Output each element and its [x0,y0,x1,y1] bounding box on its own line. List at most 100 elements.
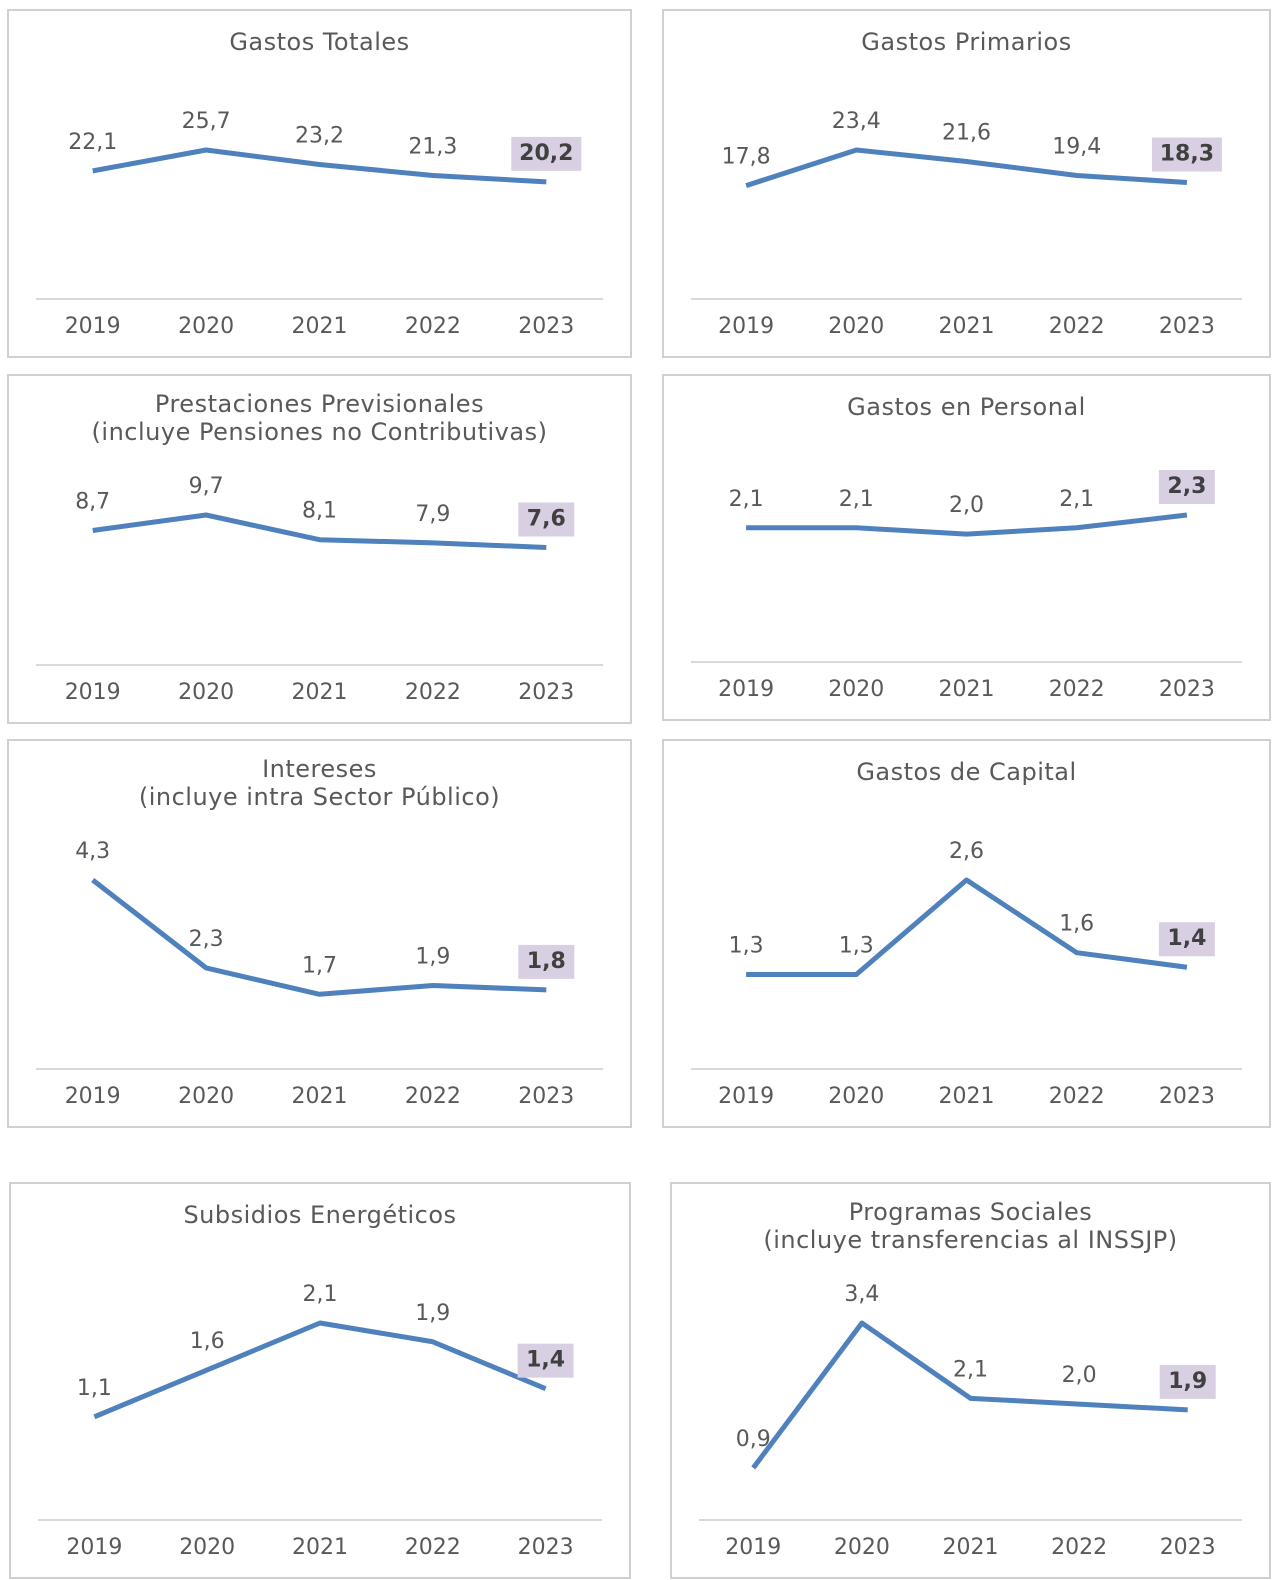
x-tick-label: 2020 [179,1535,235,1560]
data-label: 20,2 [519,141,573,166]
highlight-box [1158,922,1215,957]
x-tick-label: 2021 [292,1535,348,1560]
line [751,1320,1188,1470]
panel [7,739,632,1128]
line [92,512,547,550]
x-tick-label: 2019 [65,314,121,339]
x-tick-label: 2023 [518,680,574,705]
highlight-box [517,1343,574,1378]
data-label: 1,9 [415,944,450,969]
data-label: 2,1 [953,1357,988,1382]
chart-subtitle: (incluye intra Sector Público) [139,783,500,811]
data-label: 1,8 [527,949,566,974]
data-label: 2,6 [949,839,984,864]
data-label: 4,3 [75,839,110,864]
x-tick-label: 2022 [1051,1535,1107,1560]
data-label: 25,7 [182,109,231,134]
x-tick-label: 2020 [828,1084,884,1109]
x-tick-label: 2019 [718,1084,774,1109]
x-tick-label: 2020 [178,314,234,339]
x-tick-label: 2023 [1159,314,1215,339]
data-label: 2,0 [1062,1363,1097,1388]
line [91,878,547,997]
data-label: 1,4 [1167,926,1206,951]
data-label: 22,1 [68,130,117,155]
highlight-box [518,944,575,979]
x-tick-label: 2019 [718,314,774,339]
data-label: 1,1 [77,1376,112,1401]
highlight-box [1159,1364,1216,1399]
data-label: 2,1 [729,487,764,512]
line [93,1320,547,1420]
x-tick-label: 2021 [939,1084,995,1109]
x-tick-label: 2020 [834,1535,890,1560]
data-label: 21,3 [408,135,457,160]
panel [662,374,1271,721]
chart-title: Gastos Totales [229,28,409,56]
data-label: 7,6 [527,506,566,531]
data-label: 1,3 [839,934,874,959]
data-label: 0,9 [736,1427,771,1452]
panel [9,1182,631,1579]
line [746,512,1188,537]
x-tick-label: 2021 [292,680,348,705]
line [746,877,1188,977]
data-label: 23,2 [295,123,344,148]
chart-title: Programas Sociales [849,1198,1093,1226]
data-label: 8,1 [302,499,337,524]
x-tick-label: 2021 [943,1535,999,1560]
chart-subtitle: (incluye transferencias al INSSJP) [763,1226,1177,1254]
x-tick-label: 2022 [405,1535,461,1560]
highlight-box [511,136,582,171]
chart-title: Gastos Primarios [861,28,1071,56]
x-tick-label: 2023 [1160,1535,1216,1560]
data-label: 2,1 [303,1282,338,1307]
x-tick-label: 2023 [518,1084,574,1109]
highlight-box [1151,137,1222,172]
line [745,147,1188,189]
x-tick-label: 2019 [65,1084,121,1109]
data-label: 2,1 [839,487,874,512]
x-tick-label: 2023 [518,1535,574,1560]
data-label: 2,3 [189,927,224,952]
x-tick-label: 2021 [292,1084,348,1109]
data-label: 7,9 [415,502,450,527]
data-label: 1,7 [302,953,337,978]
x-tick-label: 2021 [939,677,995,702]
data-label: 2,1 [1059,487,1094,512]
data-label: 1,6 [190,1329,225,1354]
data-label: 1,9 [415,1301,450,1326]
data-label: 17,8 [722,145,771,170]
data-label: 1,4 [526,1348,565,1373]
line [92,147,547,185]
data-label: 23,4 [832,109,881,134]
chart-title: Intereses [262,755,377,783]
highlight-box [518,502,575,537]
x-tick-label: 2022 [1049,677,1105,702]
panel [662,9,1271,358]
x-tick-label: 2022 [405,314,461,339]
x-tick-label: 2022 [405,1084,461,1109]
data-label: 2,0 [949,493,984,518]
x-tick-label: 2022 [1049,1084,1105,1109]
x-tick-label: 2019 [725,1535,781,1560]
x-tick-label: 2023 [518,314,574,339]
data-label: 19,4 [1052,134,1101,159]
x-tick-label: 2019 [718,677,774,702]
data-label: 21,6 [942,120,991,145]
data-label: 2,3 [1167,474,1206,499]
data-label: 1,6 [1059,912,1094,937]
chart-title: Gastos de Capital [856,758,1076,786]
chart-subtitle: (incluye Pensiones no Contributivas) [92,418,548,446]
x-tick-label: 2023 [1159,677,1215,702]
x-tick-label: 2021 [939,314,995,339]
x-tick-label: 2020 [828,677,884,702]
panel [662,739,1271,1128]
panel [7,374,632,724]
data-label: 3,4 [844,1282,879,1307]
panel [7,9,632,358]
x-tick-label: 2020 [178,1084,234,1109]
chart-title: Prestaciones Previsionales [155,390,484,418]
chart-title: Gastos en Personal [847,393,1086,421]
